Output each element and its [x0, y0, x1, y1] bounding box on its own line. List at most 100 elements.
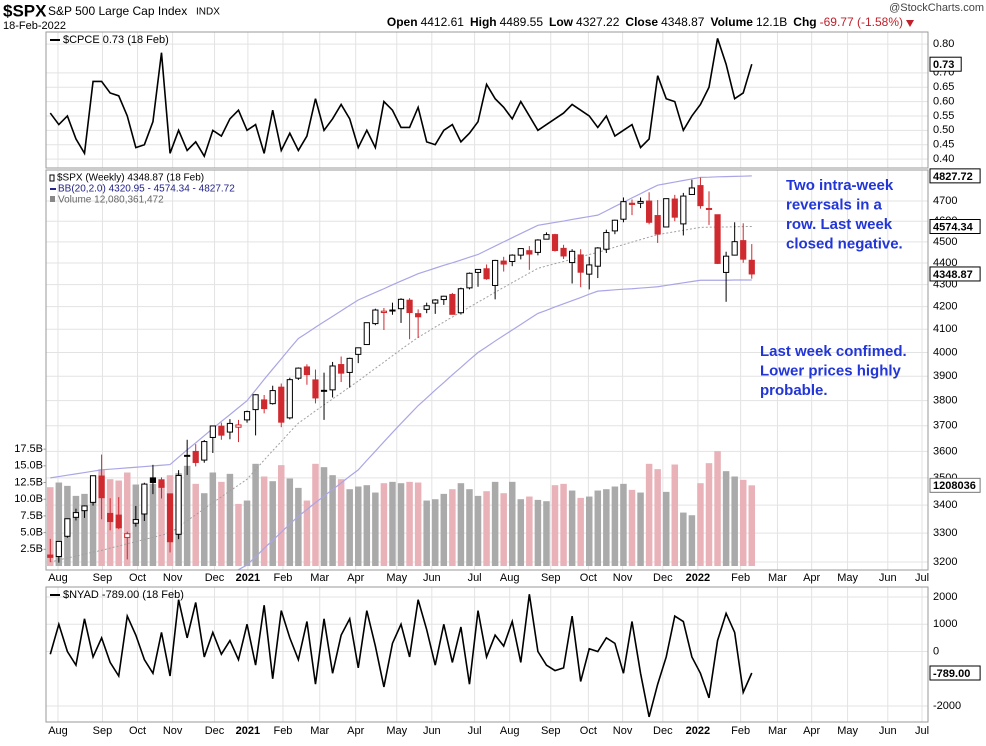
last-value-label: 4348.87: [933, 269, 973, 281]
volume-bar: [406, 481, 413, 566]
panel-frame: [45, 169, 929, 571]
volume-bar: [303, 500, 311, 566]
candle-body: [115, 514, 122, 529]
quote-label: Volume: [710, 15, 753, 29]
x-tick-label: May: [837, 572, 858, 584]
volume-bar: [551, 485, 559, 566]
volume-bar: [226, 473, 234, 566]
quote-value: 12.1B: [756, 15, 787, 29]
volume-bar: [534, 499, 542, 566]
volume-bar: [517, 499, 525, 566]
x-tick-label: Feb: [273, 572, 292, 584]
last-value-label: 4574.34: [933, 221, 974, 233]
y2-tick-label: 15.0B: [14, 460, 43, 472]
candle-body: [586, 264, 593, 275]
candle-body: [201, 441, 208, 461]
volume-bar: [354, 486, 362, 566]
volume-bar: [508, 481, 516, 566]
x-tick-label: Jul: [468, 725, 482, 737]
y-tick-label: 0.55: [933, 110, 954, 122]
y-tick-label: 4000: [933, 346, 957, 358]
y-tick-label: 3800: [933, 395, 957, 407]
volume-bar: [526, 496, 533, 566]
candle-body: [432, 299, 439, 304]
x-tick-label: 2022: [686, 725, 710, 737]
last-value-label: -789.00: [933, 668, 970, 680]
volume-bar: [654, 469, 661, 566]
y2-tick-label: 10.0B: [14, 493, 43, 505]
volume-bar: [474, 495, 482, 566]
legend-marker: [50, 196, 55, 202]
volume-bar: [192, 483, 199, 566]
bollinger-band: [236, 279, 752, 570]
candle-body: [295, 367, 302, 379]
volume-bar: [637, 492, 644, 566]
x-tick-label: Nov: [613, 572, 633, 584]
index-name: S&P 500 Large Cap Index: [48, 4, 187, 18]
volume-bar: [201, 493, 208, 566]
candle-body: [731, 241, 738, 256]
x-tick-label: May: [837, 725, 858, 737]
bollinger-band: [50, 175, 752, 479]
volume-bar: [218, 481, 225, 566]
quote-label: High: [470, 15, 497, 29]
volume-bar: [560, 483, 567, 566]
credit: @StockCharts.com: [889, 2, 984, 14]
volume-bar: [457, 483, 465, 566]
volume-bar: [671, 464, 679, 566]
line-series: [49, 594, 753, 718]
last-value-label: 1208036: [933, 480, 976, 492]
volume-bar: [397, 483, 405, 566]
last-value-tag: [929, 168, 981, 184]
quote-label: Chg: [793, 15, 816, 29]
candle-body: [389, 309, 396, 312]
y-tick-label: 0.60: [933, 95, 954, 107]
y-tick-label: 2000: [933, 591, 957, 603]
x-tick-label: Jul: [468, 572, 482, 584]
candle-body: [748, 259, 755, 275]
volume-bar: [423, 500, 430, 566]
candle-body: [551, 234, 559, 251]
x-tick-label: Jun: [423, 572, 441, 584]
candle-body: [603, 232, 610, 250]
y-tick-label: 0.45: [933, 139, 954, 151]
x-tick-label: Mar: [768, 725, 787, 737]
candle-body: [705, 207, 713, 210]
candle-body: [714, 214, 721, 264]
candle-body: [312, 379, 319, 399]
volume-bar: [680, 512, 687, 566]
volume-bar: [577, 497, 584, 566]
y-tick-label: 0.40: [933, 153, 954, 165]
candle-body: [646, 200, 653, 223]
candle-body: [175, 474, 182, 535]
x-tick-label: Feb: [273, 725, 292, 737]
y-tick-label: 3200: [933, 556, 957, 568]
volume-bar: [72, 495, 80, 566]
volume-bar: [124, 472, 131, 566]
x-tick-label: Jul: [915, 572, 929, 584]
y2-tick-label: 12.5B: [14, 476, 43, 488]
volume-bar: [252, 463, 259, 566]
volume-bar: [389, 481, 396, 566]
x-tick-label: Sep: [93, 572, 113, 584]
x-tick-label: May: [386, 572, 407, 584]
candle-body: [346, 357, 353, 373]
candle-body: [637, 200, 644, 204]
volume-bar: [611, 486, 619, 566]
volume-bar: [414, 482, 422, 566]
volume-bar: [483, 491, 490, 566]
plot-area: [47, 175, 756, 570]
volume-bar: [260, 476, 268, 566]
x-tick-label: Dec: [205, 572, 225, 584]
y-tick-label: 3600: [933, 445, 957, 457]
y2-tick-label: 17.5B: [14, 443, 43, 455]
x-tick-label: 2021: [236, 572, 260, 584]
candle-body: [372, 309, 379, 325]
x-tick-label: Nov: [163, 725, 183, 737]
exchange: INDX: [196, 7, 220, 18]
candle-body: [654, 215, 661, 235]
x-tick-label: Jul: [915, 725, 929, 737]
volume-bar: [337, 479, 345, 566]
volume-bar: [466, 489, 473, 566]
